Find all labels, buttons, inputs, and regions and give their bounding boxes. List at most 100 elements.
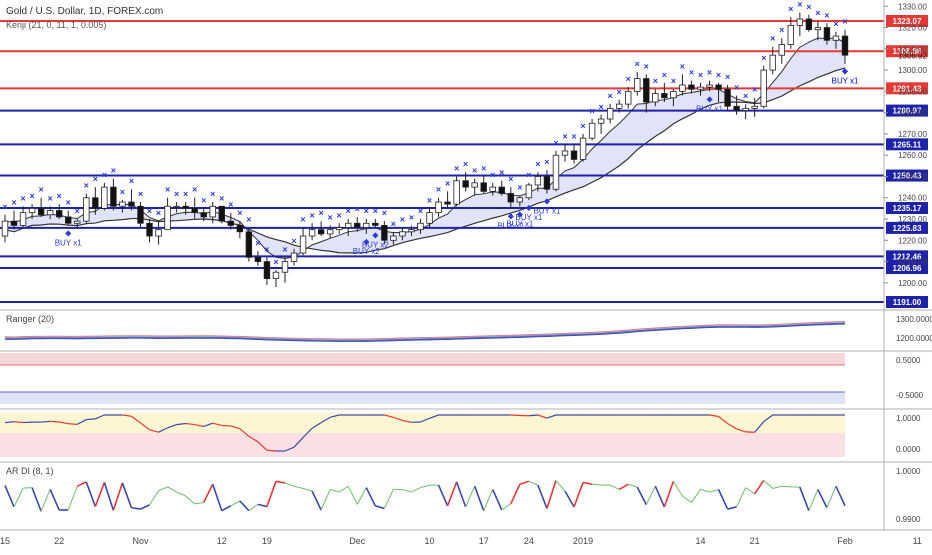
level-label: 1225.83 — [893, 224, 922, 233]
candle-body — [291, 253, 297, 262]
signal-marker-x: × — [626, 74, 631, 84]
ardi-line-segment — [782, 486, 791, 487]
signal-marker-x: × — [282, 244, 287, 254]
signal-marker-x: × — [391, 219, 396, 229]
signal-marker-x: × — [598, 102, 603, 112]
candle-body — [553, 155, 559, 189]
price-tick-label: 1200.00 — [898, 279, 927, 288]
signal-marker-x: × — [535, 159, 540, 169]
candle-body — [472, 183, 478, 187]
date-tick-label: 17 — [479, 536, 489, 546]
candle-body — [833, 36, 839, 40]
signal-marker-x: × — [400, 215, 405, 225]
lot-line-segment — [50, 421, 59, 422]
lot-line-segment — [267, 450, 276, 451]
signal-marker-x: × — [743, 91, 748, 101]
candle-body — [237, 225, 243, 231]
buy-diamond: ◆ — [842, 67, 849, 76]
signal-marker-x: × — [192, 185, 197, 195]
candle-body — [156, 230, 162, 236]
candle-body — [47, 211, 53, 215]
buy-diamond: ◆ — [706, 94, 713, 103]
signal-marker-x: × — [734, 83, 739, 93]
signal-marker-x: × — [300, 215, 305, 225]
candle-body — [354, 223, 360, 227]
date-tick-label: 21 — [750, 536, 760, 546]
candle-body — [770, 55, 776, 70]
candle-body — [454, 181, 460, 204]
candle-body — [779, 45, 785, 56]
signal-marker-x: × — [2, 202, 7, 212]
candle-body — [707, 85, 713, 87]
lot-line-segment — [41, 421, 50, 422]
candle-body — [400, 232, 406, 236]
signal-marker-x: × — [228, 200, 233, 210]
candle-body — [725, 89, 731, 106]
signal-marker-x: × — [608, 91, 613, 101]
signal-marker-x: × — [508, 174, 513, 184]
signal-marker-x: × — [806, 2, 811, 12]
signal-marker-x: × — [671, 76, 676, 86]
date-tick-label: Dec — [349, 536, 366, 546]
candle-body — [56, 211, 62, 217]
signal-marker-x: × — [20, 193, 25, 203]
signal-marker-x: × — [309, 210, 314, 220]
level-label: 1265.11 — [893, 140, 922, 149]
signal-marker-x: × — [571, 132, 576, 142]
signal-marker-x: × — [355, 204, 360, 214]
lot-line-segment — [222, 425, 231, 426]
candle-body — [761, 70, 767, 106]
panel-tick-label: 0.9900 — [896, 515, 921, 524]
signal-marker-x: × — [454, 163, 459, 173]
candle-body — [445, 202, 451, 204]
signal-marker-x: × — [707, 68, 712, 78]
signal-marker-x: × — [57, 191, 62, 201]
candle-body — [318, 230, 324, 234]
signal-marker-x: × — [364, 206, 369, 216]
signal-marker-x: × — [635, 59, 640, 69]
candle-body — [526, 185, 532, 198]
signal-marker-x: × — [66, 198, 71, 208]
signal-marker-x: × — [111, 166, 116, 176]
candle-body — [824, 28, 830, 41]
signal-marker-x: × — [553, 138, 558, 148]
price-tick-label: 1240.00 — [898, 194, 927, 203]
candle-body — [580, 138, 586, 159]
signal-marker-x: × — [75, 206, 80, 216]
candle-body — [517, 198, 523, 202]
candle-body — [616, 104, 622, 108]
price-tick-label: 1290.00 — [898, 87, 927, 96]
candle-body — [255, 257, 261, 261]
msi-lower-zone — [0, 392, 845, 404]
date-tick-label: Nov — [132, 536, 149, 546]
candle-body — [120, 202, 126, 206]
signal-marker-x: × — [526, 170, 531, 180]
signal-marker-x: × — [463, 159, 468, 169]
price-tick-label: 1320.00 — [898, 24, 927, 33]
signal-marker-x: × — [29, 191, 34, 201]
signal-marker-x: × — [490, 170, 495, 180]
signal-marker-x: × — [716, 70, 721, 80]
signal-marker-x: × — [689, 68, 694, 78]
panel-tick-label: 1.0000 — [896, 414, 921, 423]
lot-line-segment — [68, 424, 77, 425]
signal-marker-x: × — [328, 212, 333, 222]
signal-marker-x: × — [237, 208, 242, 218]
signal-marker-x: × — [156, 208, 161, 218]
signal-marker-x: × — [201, 195, 206, 205]
candle-body — [29, 208, 35, 212]
buy-diamond: ◆ — [363, 237, 370, 246]
candle-body — [680, 85, 686, 91]
indicator-label: Kenji (21, 0, 11, 1, 0.005) — [6, 20, 106, 30]
candle-body — [129, 202, 135, 206]
candle-body — [671, 91, 677, 97]
candle-body — [598, 119, 604, 123]
date-tick-label: 2019 — [573, 536, 593, 546]
date-tick-label: 10 — [425, 536, 435, 546]
level-label: 1191.00 — [893, 298, 922, 307]
candle-body — [797, 19, 803, 25]
price-tick-label: 1250.00 — [898, 172, 927, 181]
candle-body — [743, 108, 749, 110]
